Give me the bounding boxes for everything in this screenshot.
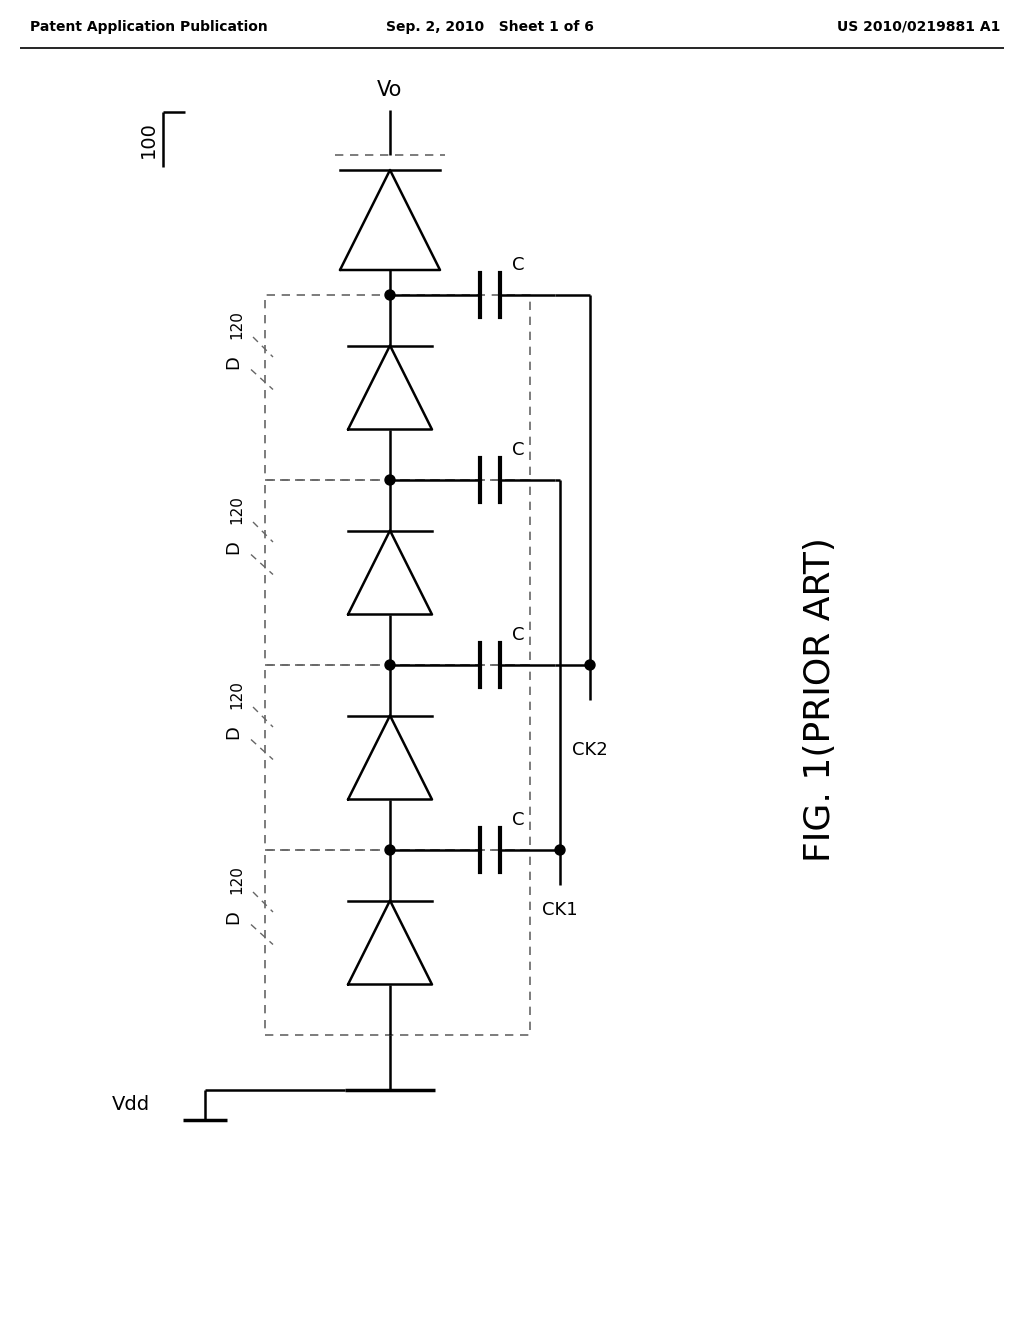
Text: 120: 120 — [229, 681, 245, 709]
Text: 120: 120 — [229, 495, 245, 524]
Text: FIG. 1(PRIOR ART): FIG. 1(PRIOR ART) — [803, 537, 837, 862]
Text: CK2: CK2 — [572, 741, 608, 759]
Text: 100: 100 — [138, 121, 158, 158]
Circle shape — [555, 845, 565, 855]
Text: C: C — [512, 256, 524, 275]
Circle shape — [385, 845, 395, 855]
Text: C: C — [512, 810, 524, 829]
Text: Patent Application Publication: Patent Application Publication — [30, 20, 267, 34]
Text: Vdd: Vdd — [112, 1096, 150, 1114]
Text: Sep. 2, 2010   Sheet 1 of 6: Sep. 2, 2010 Sheet 1 of 6 — [386, 20, 594, 34]
Text: D: D — [224, 541, 242, 554]
Circle shape — [385, 660, 395, 671]
Circle shape — [385, 290, 395, 300]
Text: D: D — [224, 726, 242, 739]
Text: CK1: CK1 — [542, 902, 578, 919]
Text: D: D — [224, 355, 242, 370]
Text: Vo: Vo — [377, 81, 402, 100]
Circle shape — [585, 660, 595, 671]
Circle shape — [385, 475, 395, 484]
Text: 120: 120 — [229, 310, 245, 339]
Text: US 2010/0219881 A1: US 2010/0219881 A1 — [837, 20, 1000, 34]
Text: C: C — [512, 626, 524, 644]
Text: C: C — [512, 441, 524, 459]
Text: D: D — [224, 911, 242, 924]
Text: 120: 120 — [229, 866, 245, 895]
